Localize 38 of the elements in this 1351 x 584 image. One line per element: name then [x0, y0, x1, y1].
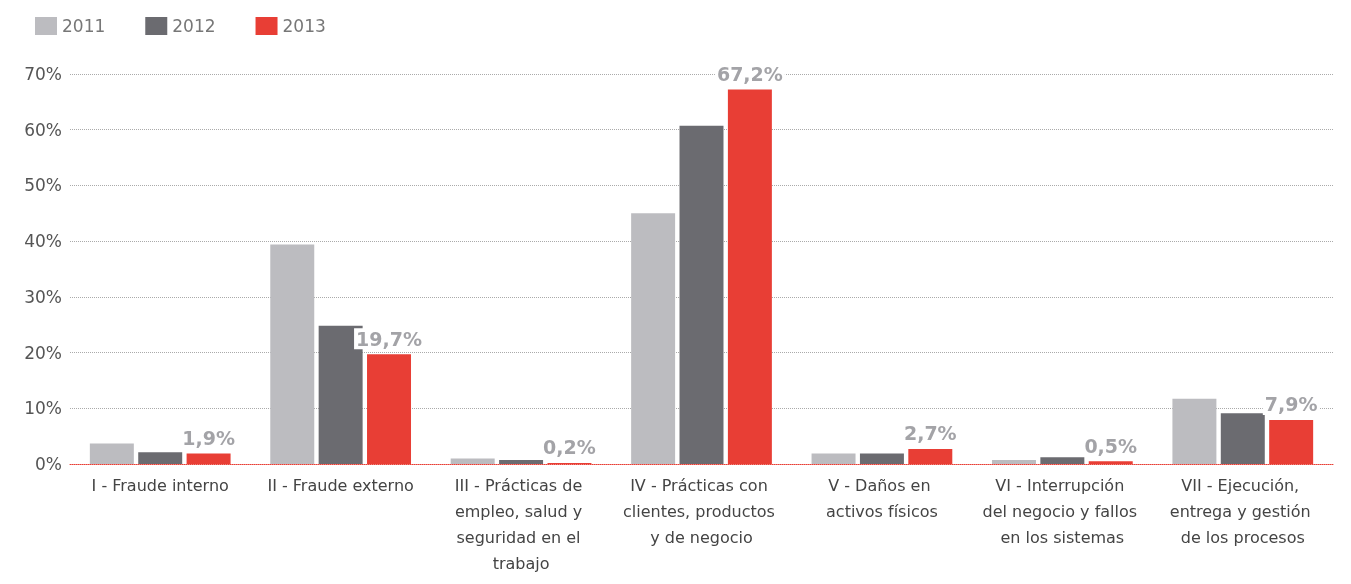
x-tick-label: I - Fraude interno [91, 475, 229, 495]
bar [1220, 413, 1265, 464]
y-tick-label: 60% [24, 119, 62, 140]
bar [499, 460, 544, 464]
y-tick-label: 50% [24, 175, 62, 196]
y-tick-label: 40% [24, 231, 62, 252]
bar [89, 443, 134, 464]
data-label: 7,9% [1264, 393, 1318, 416]
bar [859, 453, 904, 464]
data-label: 0,2% [543, 436, 596, 459]
x-tick-label: III - Prácticas de empleo, salud y seguridad en el trabajo [454, 475, 588, 573]
legend-label: 2013 [282, 16, 326, 36]
bar [1040, 457, 1085, 464]
x-tick-label: VI - Interrupción del negocio y fallos en los sistemas [982, 475, 1143, 547]
bar [811, 453, 856, 464]
bar [270, 244, 315, 464]
data-label: 0,5% [1084, 434, 1138, 457]
y-tick-label: 0% [35, 454, 62, 474]
x-tick-label: V - Daños en activos físicos [826, 475, 938, 521]
bar [631, 213, 676, 464]
legend-label: 2012 [172, 16, 216, 36]
data-label: 67,2% [716, 63, 783, 86]
y-tick-label: 30% [24, 286, 62, 307]
bar [450, 458, 495, 464]
y-tick-label: 10% [24, 398, 62, 419]
bar [138, 452, 183, 464]
x-tick-label: IV - Prácticas con clientes, productos y de negocio [622, 475, 781, 547]
data-label: 19,7% [356, 327, 422, 350]
bar [991, 460, 1036, 464]
y-tick-label: 70% [24, 64, 62, 84]
legend-label: 2011 [62, 16, 106, 36]
bar [1172, 398, 1217, 464]
data-label: 1,9% [182, 426, 235, 449]
x-tick-label: VII - Ejecución, entrega y gestión de los procesos [1169, 475, 1316, 547]
y-tick-label: 20% [24, 342, 62, 363]
data-label: 2,7% [903, 422, 957, 445]
x-tick-label: II - Fraude externo [267, 475, 414, 495]
bar [679, 125, 724, 464]
